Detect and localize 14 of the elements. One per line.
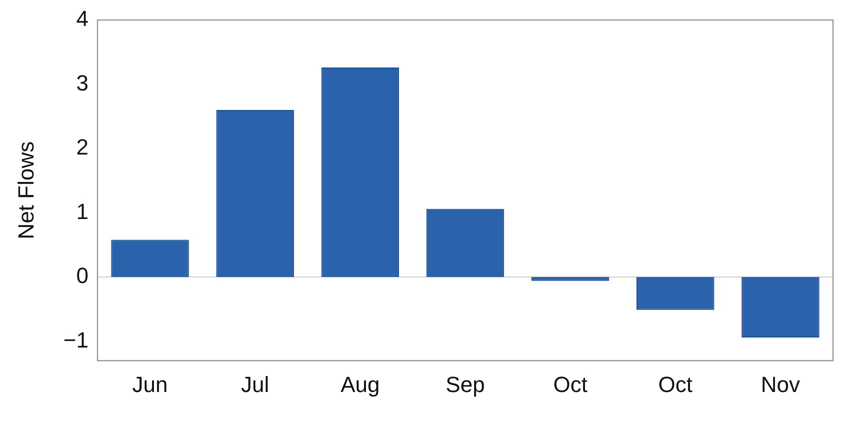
y-tick-label: 1 [76, 198, 88, 224]
y-tick-label: −1 [63, 327, 88, 352]
y-tick-label: 3 [76, 70, 88, 96]
x-tick-label: Nov [760, 372, 800, 397]
x-tick-label: Jun [132, 372, 168, 397]
x-tick-label: Aug [340, 372, 380, 397]
x-tick-label: Oct [553, 372, 588, 397]
x-tick-label: Oct [658, 372, 693, 397]
y-tick-label: 0 [76, 263, 88, 288]
x-tick-label: Sep [446, 372, 485, 397]
x-tick-label: Jul [241, 372, 270, 397]
y-axis-title: Net Flows [13, 141, 38, 240]
y-tick-label: 2 [76, 134, 88, 160]
y-tick-label: 4 [76, 6, 88, 32]
